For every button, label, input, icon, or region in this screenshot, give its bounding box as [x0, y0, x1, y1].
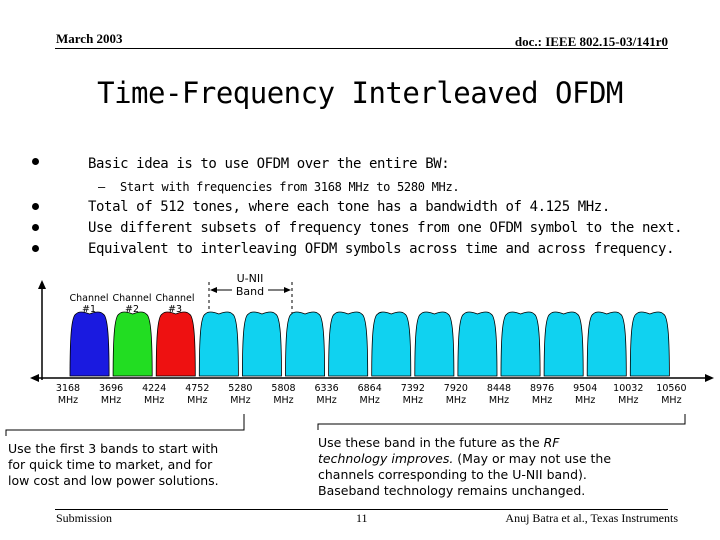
- right-note-line-2: technology improves. (May or may not use…: [318, 451, 611, 467]
- unii-arrowhead-left: [210, 287, 217, 293]
- footer-rule: [55, 509, 668, 510]
- tick-label-unit: MHz: [446, 395, 466, 406]
- right-note-bracket: [317, 414, 686, 430]
- tick-label-unit: MHz: [58, 395, 78, 406]
- unii-arrowhead-right: [284, 287, 291, 293]
- tick-label-freq: 3168: [56, 383, 80, 394]
- tick-label-freq: 10560: [656, 383, 686, 394]
- bullet-dot: [32, 224, 39, 231]
- tick-label-freq: 6336: [315, 383, 339, 394]
- note-brackets: [5, 414, 686, 436]
- x-axis-arrowhead-left: [30, 374, 39, 382]
- band-9: [414, 311, 455, 377]
- bullet-dot: [32, 203, 39, 210]
- left-note-line: Use the first 3 bands to start with: [8, 441, 219, 456]
- footer-page-number: 11: [356, 511, 368, 525]
- y-axis-arrowhead: [38, 280, 46, 289]
- band-8: [371, 311, 412, 377]
- band-12: [543, 311, 584, 377]
- sub-bullet-1: Start with frequencies from 3168 MHz to …: [120, 180, 460, 194]
- tick-label-unit: MHz: [661, 395, 681, 406]
- tick-label-freq: 4752: [185, 383, 209, 394]
- channel-2-label: Channel: [112, 293, 151, 304]
- tick-label-freq: 8976: [530, 383, 554, 394]
- tick-label-unit: MHz: [403, 395, 423, 406]
- band-6: [285, 311, 326, 377]
- tick-label-freq: 9504: [573, 383, 597, 394]
- band-11: [500, 311, 541, 377]
- tick-label-freq: 7920: [444, 383, 468, 394]
- band-14: [629, 311, 670, 377]
- band-plan-figure: U-NII Band Channel #1 Channel #2 Channel…: [30, 272, 714, 406]
- tick-label-unit: MHz: [316, 395, 336, 406]
- band-3: [155, 311, 196, 377]
- unii-label-line1: U-NII: [237, 272, 264, 285]
- right-note-text: Use these band in the future as the: [318, 435, 544, 450]
- tick-label-freq: 5280: [228, 383, 252, 394]
- right-note: Use these band in the future as the RF t…: [318, 435, 611, 499]
- channel-2-number: #2: [125, 304, 139, 315]
- tick-label-unit: MHz: [230, 395, 250, 406]
- header-date: March 2003: [56, 31, 123, 46]
- channel-1-number: #1: [82, 304, 96, 315]
- header-rule: [55, 48, 668, 49]
- tick-label-freq: 6864: [358, 383, 382, 394]
- channel-3-label: Channel: [155, 293, 194, 304]
- tick-label-freq: 8448: [487, 383, 511, 394]
- band-4: [198, 311, 239, 377]
- tick-label-unit: MHz: [101, 395, 121, 406]
- tick-label-unit: MHz: [273, 395, 293, 406]
- tick-label-unit: MHz: [618, 395, 638, 406]
- band-1: [69, 311, 110, 377]
- channel-1-label: Channel: [69, 293, 108, 304]
- band-10: [457, 311, 498, 377]
- tick-label-freq: 5808: [271, 383, 295, 394]
- footer-submission: Submission: [56, 511, 113, 525]
- tick-label-freq: 10032: [613, 383, 643, 394]
- bullet-3: Use different subsets of frequency tones…: [88, 220, 683, 236]
- tick-label-unit: MHz: [489, 395, 509, 406]
- right-note-line-3: channels corresponding to the U-NII band…: [318, 467, 587, 482]
- unii-label-line2: Band: [236, 285, 264, 298]
- bullet-2: Total of 512 tones, where each tone has …: [88, 199, 610, 215]
- bullet-dot: [32, 245, 39, 252]
- channel-3-number: #3: [168, 304, 182, 315]
- tick-label-freq: 4224: [142, 383, 166, 394]
- tick-label-unit: MHz: [144, 395, 164, 406]
- tick-label-group: 3168MHz3696MHz4224MHz4752MHz5280MHz5808M…: [56, 383, 687, 406]
- tick-label-freq: 7392: [401, 383, 425, 394]
- bullet-dot: [32, 158, 39, 165]
- right-note-rf: RF: [543, 435, 560, 450]
- left-note-line: low cost and low power solutions.: [8, 473, 219, 488]
- right-note-technology: technology improves.: [318, 451, 454, 466]
- bullet-1: Basic idea is to use OFDM over the entir…: [88, 156, 450, 172]
- slide-title: Time-Frequency Interleaved OFDM: [97, 76, 623, 110]
- band-7: [328, 311, 369, 377]
- bullet-4: Equivalent to interleaving OFDM symbols …: [88, 241, 675, 257]
- tick-label-unit: MHz: [575, 395, 595, 406]
- band-group: [69, 311, 670, 377]
- left-note-line: for quick time to market, and for: [8, 457, 213, 472]
- sub-bullet-dash: –: [98, 180, 105, 194]
- left-note-bracket: [5, 414, 245, 436]
- left-note: Use the first 3 bands to start with for …: [8, 441, 219, 489]
- right-note-line-1: Use these band in the future as the RF: [318, 435, 611, 451]
- band-5: [241, 311, 282, 377]
- x-axis-arrowhead-right: [705, 374, 714, 382]
- tick-label-unit: MHz: [532, 395, 552, 406]
- right-note-text: (May or may not use the: [453, 451, 612, 466]
- tick-label-unit: MHz: [360, 395, 380, 406]
- footer-author: Anuj Batra et al., Texas Instruments: [505, 511, 678, 525]
- band-2: [112, 311, 153, 377]
- header-doc-id: doc.: IEEE 802.15-03/141r0: [514, 34, 668, 49]
- tick-label-unit: MHz: [187, 395, 207, 406]
- tick-label-freq: 3696: [99, 383, 123, 394]
- band-13: [586, 311, 627, 377]
- right-note-line-4: Baseband technology remains unchanged.: [318, 483, 586, 498]
